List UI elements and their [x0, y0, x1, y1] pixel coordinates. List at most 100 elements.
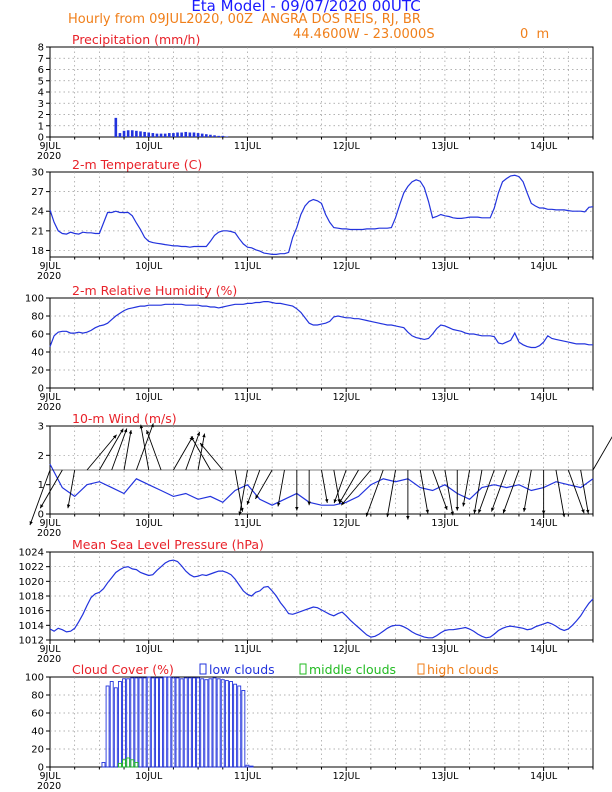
wind-arrow-head: [120, 428, 124, 433]
ytick-label: 100: [25, 673, 44, 684]
legend-label: middle clouds: [309, 662, 396, 677]
cloud-bar: [200, 678, 205, 768]
wind-arrow: [340, 469, 372, 506]
wind-arrow: [246, 469, 261, 505]
forecast-subtitle: Hourly from 09JUL2020, 00Z ANGRA DOS REI…: [68, 12, 421, 27]
wind-arrow-head: [146, 430, 150, 435]
xtick-label: 11JUL: [234, 392, 262, 403]
wind-arrow: [146, 430, 162, 471]
wind-arrow: [39, 469, 63, 509]
ytick-label: 0: [38, 763, 44, 774]
wind-arrow-head: [491, 507, 495, 512]
cloud-bar: [224, 680, 229, 768]
ytick-label: 80: [31, 312, 44, 323]
xtick-label: 10JUL: [135, 261, 163, 272]
xtick-label: 12JUL: [333, 518, 361, 529]
cloud-bar: [196, 677, 201, 768]
xtick-label: 10JUL: [135, 392, 163, 403]
precip-bar: [205, 134, 208, 137]
wind-arrow: [555, 469, 565, 518]
wind-arrow: [333, 469, 347, 504]
ytick-label: 0: [38, 133, 44, 144]
cloud-bar: [167, 676, 172, 768]
wind-arrow: [478, 469, 495, 514]
legend-swatch: [199, 663, 207, 675]
wind-arrow-head: [425, 509, 429, 514]
precip-bar: [151, 133, 155, 137]
precip-bar: [196, 133, 200, 137]
cloud-bar: [233, 683, 238, 768]
wind-arrow-head: [341, 501, 345, 506]
cloud-bar: [105, 685, 110, 768]
precip-bar: [147, 132, 151, 137]
ytick-label: 3: [38, 99, 44, 110]
ytick-label: 20: [31, 745, 44, 756]
xtick-label: 11JUL: [234, 518, 262, 529]
cloud-bar: [126, 678, 131, 768]
wind-arrow-head: [473, 509, 477, 514]
wind-arrow-head: [339, 499, 343, 504]
cloud-bar: [159, 677, 164, 768]
wind-arrow: [29, 469, 51, 526]
xtick-label: 13JUL: [431, 518, 459, 529]
panel-mslp: 1012 1014 1016 1018 1020 1022 1024 9JUL 10JUL 11J…: [19, 537, 594, 665]
cloud-bar: [117, 762, 122, 768]
wind-arrow: [365, 469, 384, 517]
xtick-label: 13JUL: [431, 141, 459, 152]
wind-arrow: [338, 469, 359, 504]
xtick-label: 12JUL: [333, 141, 361, 152]
wind-arrow-head: [139, 424, 144, 429]
wind-arrow: [197, 433, 205, 471]
wind-arrow: [592, 436, 612, 471]
panel-wind: 0 1 2 3 9JUL 10JUL 11JUL 12JUL 13JUL 14JUL 2020 10-…: [29, 411, 612, 539]
precip-bar: [172, 133, 175, 137]
ytick-label: 2: [38, 451, 44, 462]
cloud-bar: [192, 677, 196, 768]
xtick-label: 12JUL: [333, 392, 361, 403]
precip-bar: [192, 132, 196, 137]
precip-bar: [213, 135, 216, 137]
wind-arrow-head: [462, 502, 466, 507]
cloud-bar: [130, 677, 135, 768]
xtick-label: 11JUL: [234, 771, 262, 782]
xtick-label: 11JUL: [234, 644, 262, 655]
cloud-bar: [229, 681, 233, 768]
wind-arrow-head: [112, 434, 117, 439]
precip-bar: [130, 130, 134, 137]
wind-arrow: [185, 431, 201, 471]
cloud-bar: [175, 677, 180, 768]
precip-bar: [143, 131, 146, 137]
wind-arrow: [386, 469, 396, 518]
cloud-bar: [249, 765, 254, 768]
cloud-bar: [187, 677, 192, 768]
xtick-label: 9JUL: [39, 261, 61, 272]
xtick-label: 10JUL: [135, 518, 163, 529]
cloud-bar: [163, 676, 168, 768]
precip-bar: [200, 133, 204, 137]
wind-arrow: [86, 434, 117, 471]
ytick-label: 1014: [19, 621, 44, 632]
precip-bar: [159, 133, 163, 137]
ytick-label: 1024: [19, 548, 44, 559]
cloud-bar: [155, 677, 159, 768]
xtick-label: 13JUL: [431, 392, 459, 403]
wind-arrow-head: [40, 504, 44, 509]
wind-arrow: [473, 469, 483, 514]
cloud-bar: [101, 762, 106, 768]
ytick-label: 1: [38, 480, 44, 491]
xtick-label: 14JUL: [530, 261, 558, 272]
cloud-bar: [220, 679, 225, 768]
wind-arrow: [123, 429, 132, 471]
panel-title: Cloud Cover (%): [72, 662, 174, 677]
xtick-label: 13JUL: [431, 771, 459, 782]
precip-bar: [188, 132, 192, 137]
wind-arrow-head: [541, 510, 546, 515]
ytick-label: 1012: [19, 636, 44, 647]
cloud-bar: [138, 677, 143, 768]
wind-arrow-head: [246, 500, 250, 505]
cloud-bar: [130, 759, 135, 768]
wind-arrow-head: [200, 443, 204, 447]
year-label: 2020: [37, 402, 61, 413]
ytick-label: 4: [38, 88, 44, 99]
wind-arrow: [432, 469, 448, 510]
